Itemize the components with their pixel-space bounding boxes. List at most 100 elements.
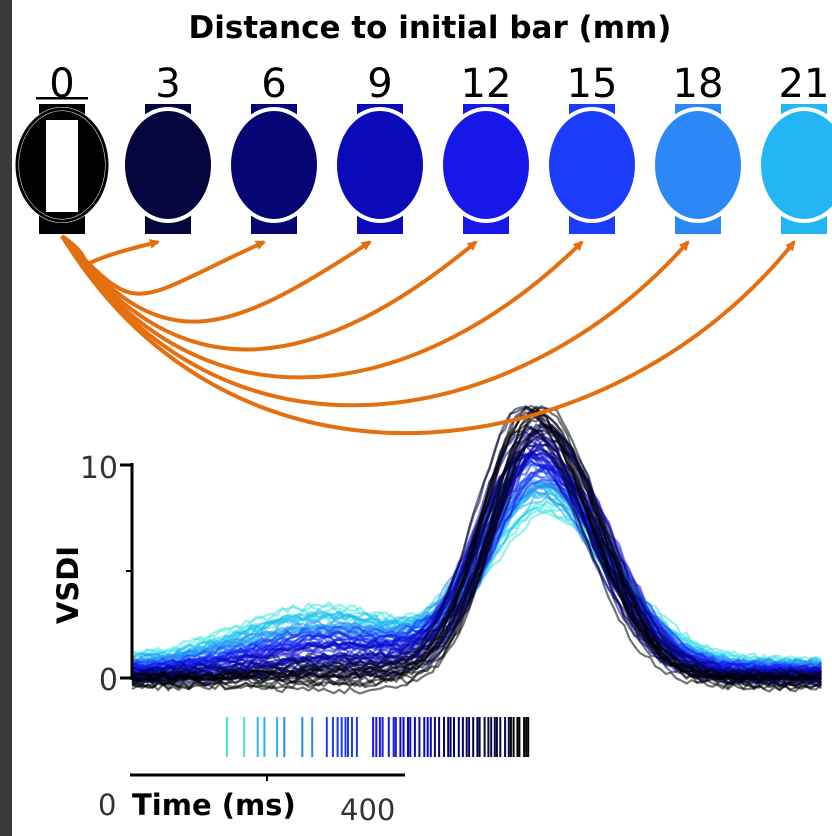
- raster-tick: [504, 717, 507, 757]
- distance-label: 21: [779, 61, 830, 107]
- raster-tick: [336, 717, 339, 757]
- y-axis-label: VSDI: [51, 546, 85, 624]
- raster-tick: [407, 717, 409, 757]
- raster-tick: [226, 717, 228, 757]
- raster-tick: [457, 717, 460, 757]
- raster-tick: [423, 717, 426, 757]
- raster-tick: [340, 717, 343, 757]
- x-axis-label: Time (ms): [132, 788, 296, 822]
- raster-tick: [512, 717, 515, 757]
- bar-stimulus: [757, 104, 832, 234]
- distance-label: 9: [367, 61, 392, 107]
- stimulus-window: [46, 120, 78, 212]
- distance-labels: 0 3 6 9 12 15 18 21: [36, 61, 829, 107]
- vsdi-traces: [131, 404, 823, 695]
- figure-svg: Distance to initial bar (mm) 0 3 6 9 12 15 18 2…: [15, 10, 832, 827]
- raster-tick: [490, 717, 493, 757]
- raster-tick: [527, 717, 530, 757]
- distance-label: 3: [155, 61, 180, 107]
- raster-tick: [478, 717, 481, 757]
- vsdi-trace: [131, 444, 822, 678]
- raster-tick: [523, 717, 526, 757]
- raster-tick: [402, 717, 405, 757]
- raster-tick: [495, 717, 498, 757]
- distance-label-underline: [36, 97, 88, 100]
- raster-tick: [381, 717, 384, 757]
- propagation-arrow: [60, 234, 690, 408]
- raster-tick: [418, 717, 421, 757]
- distance-label: 18: [673, 61, 724, 107]
- distance-label: 12: [461, 61, 512, 107]
- bar-stimulus: [439, 104, 533, 234]
- chart-title: Distance to initial bar (mm): [189, 10, 672, 46]
- stimulus-disk: [121, 107, 215, 223]
- raster-tick: [433, 717, 436, 757]
- x-tick-label-start: 0: [98, 788, 116, 822]
- raster-tick: [472, 717, 475, 757]
- raster-tick: [413, 717, 416, 757]
- raster-tick: [311, 717, 314, 757]
- stimulus-disk: [333, 107, 427, 223]
- raster-tick: [507, 717, 510, 757]
- raster-tick: [256, 717, 259, 757]
- bar-stimuli: [15, 104, 832, 234]
- raster-tick: [438, 717, 441, 757]
- x-tick-label-end: 400: [340, 793, 395, 827]
- raster-tick: [465, 717, 468, 757]
- bar-stimulus: [121, 104, 215, 234]
- raster-tick: [487, 717, 490, 757]
- raster-tick: [347, 717, 349, 757]
- distance-label: 0: [49, 61, 74, 107]
- raster-tick: [449, 717, 452, 757]
- raster-tick: [499, 717, 502, 757]
- raster-tick: [453, 717, 455, 757]
- raster-tick: [516, 717, 519, 757]
- raster-tick: [387, 717, 390, 757]
- raster-tick: [443, 717, 445, 757]
- bar-stimulus: [227, 104, 321, 234]
- raster-tick: [372, 717, 375, 757]
- raster-tick: [301, 717, 304, 757]
- raster-tick: [283, 717, 286, 757]
- raster-tick: [392, 717, 395, 757]
- stimulus-disk: [757, 107, 832, 223]
- raster-tick: [378, 717, 381, 757]
- raster-tick: [399, 717, 402, 757]
- raster-tick: [429, 717, 432, 757]
- propagation-arrow: [60, 234, 372, 324]
- raster-tick: [243, 717, 246, 757]
- bar-stimulus: [545, 104, 639, 234]
- stimulus-disk: [651, 107, 745, 223]
- stimulus-disk: [545, 107, 639, 223]
- raster-tick: [461, 717, 464, 757]
- raster-tick: [468, 717, 471, 757]
- raster-tick: [325, 717, 328, 757]
- vsdi-trace: [131, 404, 822, 693]
- bar-stimulus: [651, 104, 745, 234]
- raster-tick: [509, 717, 512, 757]
- figure: Distance to initial bar (mm) 0 3 6 9 12 15 18 2…: [12, 0, 832, 836]
- stimulus-raster: [226, 717, 530, 757]
- y-tick-label-top: 10: [80, 451, 118, 486]
- raster-tick: [344, 717, 347, 757]
- propagation-arrows: [60, 234, 796, 436]
- bar-stimulus: [333, 104, 427, 234]
- raster-tick: [447, 717, 450, 757]
- raster-tick: [525, 717, 528, 757]
- stimulus-disk: [227, 107, 321, 223]
- propagation-arrow: [60, 234, 266, 296]
- raster-tick: [476, 717, 479, 757]
- raster-tick: [518, 717, 521, 757]
- raster-tick: [355, 717, 358, 757]
- y-tick-label-bottom: 0: [99, 663, 118, 698]
- raster-tick: [483, 717, 486, 757]
- raster-tick: [351, 717, 353, 757]
- bar-stimulus: [15, 104, 109, 234]
- propagation-arrow: [60, 234, 478, 352]
- raster-tick: [426, 717, 429, 757]
- stimulus-disk-outline: [15, 107, 109, 223]
- propagation-arrow: [60, 234, 796, 436]
- raster-tick: [409, 717, 412, 757]
- vsdi-trace: [131, 405, 822, 683]
- raster-tick: [331, 717, 334, 757]
